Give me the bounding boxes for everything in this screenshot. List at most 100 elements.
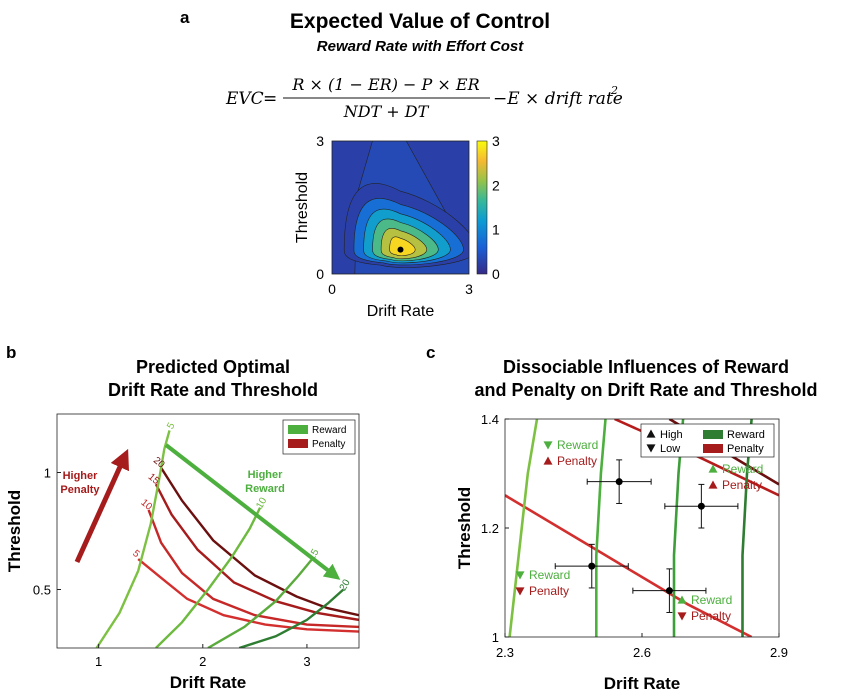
reward-curve (238, 588, 345, 648)
legend-label: Penalty (312, 439, 345, 450)
reward-level-marker (708, 464, 718, 473)
legend-penalty-swatch (703, 444, 723, 453)
x-tick-label: 2.6 (633, 645, 651, 660)
higher-penalty-label-2: Penalty (60, 484, 100, 496)
colorbar-tick-label: 1 (492, 222, 500, 238)
legend-swatch (288, 439, 308, 448)
penalty-curve (160, 467, 359, 617)
heatmap-contour-level (389, 236, 416, 257)
x-axis-label: Drift Rate (367, 303, 435, 320)
chart-b-frame (56, 413, 360, 649)
reward-curve (207, 558, 314, 648)
penalty-level-marker (677, 612, 687, 621)
evc-heatmap: 0 1 2 3 0 3 0 3 Drift Rate Threshold (294, 133, 500, 320)
formula-equals: = (263, 89, 277, 109)
y-axis-label: Threshold (294, 172, 311, 243)
higher-reward-arrow (164, 443, 341, 580)
y-axis-label: Threshold (455, 487, 474, 569)
evc-formula: EVC = R × (1 − ER) − P × ER NDT + DT −E … (225, 75, 623, 121)
formula-tail: −E × drift rate (493, 89, 623, 109)
panel-b-title-line1: Predicted Optimal (136, 357, 290, 377)
optimal-curves-chart: 51015205101520HigherPenaltyHigherRewardR… (5, 413, 360, 692)
reward-tag: Reward (691, 593, 732, 607)
higher-reward-label-2: Reward (245, 483, 285, 495)
reward-curve-label: 20 (338, 577, 353, 593)
data-point (615, 478, 623, 486)
penalty-level-marker (543, 456, 553, 465)
reward-tag: Reward (722, 462, 763, 476)
reward-line (595, 419, 607, 637)
y-tick-label: 1.2 (481, 521, 499, 536)
panel-c-title-line2: and Penalty on Drift Rate and Threshold (474, 380, 817, 400)
colorbar-tick-label: 0 (492, 266, 500, 282)
penalty-curve-label: 5 (130, 548, 142, 560)
data-point (697, 502, 705, 510)
legend-high-label: High (660, 429, 683, 441)
legend-penalty-label: Penalty (727, 443, 764, 455)
y-tick-label: 0.5 (33, 583, 51, 598)
penalty-curve-label: 20 (151, 455, 167, 471)
data-point (588, 562, 596, 570)
penalty-tag: Penalty (529, 584, 569, 598)
y-tick-label: 3 (316, 133, 324, 149)
penalty-curve (137, 558, 359, 633)
y-tick-label: 0 (316, 266, 324, 282)
panel-b-title-line2: Drift Rate and Threshold (108, 380, 318, 400)
panel-a-subtitle: Reward Rate with Effort Cost (317, 38, 524, 55)
reward-curve-label: 5 (165, 421, 178, 432)
legend-high-marker (646, 429, 656, 438)
y-tick-label: 1 (44, 466, 51, 481)
panel-b-letter: b (6, 343, 16, 362)
penalty-line (505, 494, 753, 637)
legend-swatch (288, 425, 308, 434)
x-tick-label: 1 (95, 654, 102, 669)
reward-line (508, 419, 539, 637)
x-tick-label: 3 (303, 654, 310, 669)
x-tick-label: 2.3 (496, 645, 514, 660)
data-point (665, 587, 673, 595)
formula-exponent: 2 (610, 84, 618, 97)
reward-curve (155, 507, 262, 648)
legend-label: Reward (312, 425, 346, 436)
reward-level-marker (543, 441, 553, 450)
reward-tag: Reward (529, 568, 570, 582)
panel-a-letter: a (180, 8, 190, 27)
reward-level-marker (677, 595, 687, 604)
reward-curve-label: 10 (254, 495, 269, 511)
reward-curve (95, 430, 171, 648)
chart-b-lines (95, 430, 359, 648)
reward-tag: Reward (557, 438, 598, 452)
y-tick-label: 1 (492, 630, 499, 645)
heatmap-contours (343, 141, 469, 274)
colorbar-tick-label: 2 (492, 177, 500, 193)
legend-reward-label: Reward (727, 429, 765, 441)
panel-c-title-line1: Dissociable Influences of Reward (503, 357, 789, 377)
legend-low-label: Low (660, 443, 680, 455)
x-tick-label: 2.9 (770, 645, 788, 660)
x-tick-label: 3 (465, 281, 473, 297)
penalty-curve (147, 509, 359, 629)
reward-level-marker (515, 571, 525, 580)
higher-reward-label-1: Higher (248, 469, 284, 481)
empirical-chart: Reward Penalty Reward Penalty Reward Penalty R… (455, 412, 788, 693)
colorbar-tick-label: 3 (492, 133, 500, 149)
higher-penalty-arrow (74, 448, 129, 564)
penalty-tag: Penalty (691, 609, 731, 623)
x-tick-label: 2 (199, 654, 206, 669)
y-tick-label: 1.4 (481, 412, 499, 427)
formula-denominator: NDT + DT (343, 102, 430, 121)
penalty-level-marker (515, 587, 525, 596)
panel-c-letter: c (426, 343, 435, 362)
heatmap-frame (331, 140, 470, 275)
formula-numerator: R × (1 − ER) − P × ER (291, 75, 479, 94)
x-axis-label: Drift Rate (170, 673, 247, 692)
x-tick-label: 0 (328, 281, 336, 297)
legend-low-marker (646, 444, 656, 453)
legend-reward-swatch (703, 430, 723, 439)
penalty-level-marker (708, 480, 718, 489)
colorbar (476, 140, 488, 275)
formula-lhs: EVC (225, 89, 264, 109)
panel-a-title: Expected Value of Control (290, 10, 550, 33)
higher-penalty-label-1: Higher (63, 470, 99, 482)
